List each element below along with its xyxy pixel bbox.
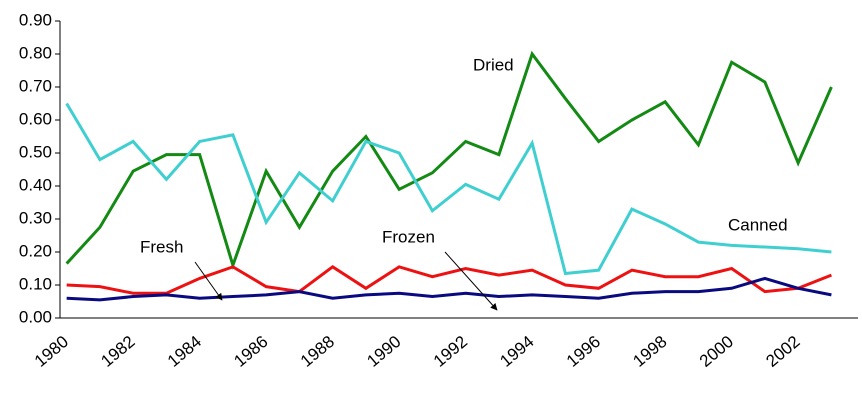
- x-tick-label: 1994: [496, 332, 537, 371]
- series-line: [65, 102, 832, 276]
- x-tick-label: 1996: [563, 332, 604, 371]
- y-tick-label: 0.40: [19, 175, 52, 194]
- y-tick-label: 0.20: [19, 241, 52, 260]
- y-tick-label: 0.30: [19, 208, 52, 227]
- y-tick-label: 0.10: [19, 274, 52, 293]
- annotation-arrow: [194, 261, 223, 301]
- x-tick-label: 1988: [297, 332, 338, 371]
- annotation-arrow: [444, 251, 498, 311]
- x-tick-label: 1984: [164, 332, 205, 371]
- y-tick-label: 0.80: [19, 43, 52, 62]
- y-tick-label: 0.90: [19, 10, 52, 29]
- series-line: [65, 50, 833, 271]
- x-tick-label: 1986: [230, 332, 271, 371]
- x-tick-label: 1992: [430, 332, 471, 371]
- x-tick-label: 2002: [762, 332, 803, 371]
- x-tick-label: 1982: [97, 332, 138, 371]
- x-tick-label: 1990: [363, 332, 404, 371]
- series-line: [66, 276, 832, 302]
- series-label: Fresh: [140, 237, 183, 256]
- x-tick-label: 1980: [31, 332, 72, 371]
- series-label: Dried: [473, 55, 514, 74]
- series-label: Frozen: [382, 227, 435, 246]
- y-tick-label: 0.50: [19, 142, 52, 161]
- x-tick-label: 1998: [629, 332, 670, 371]
- x-tick-label: 2000: [696, 332, 737, 371]
- series-line: [66, 265, 832, 295]
- series-label: Canned: [728, 215, 788, 234]
- y-tick-label: 0.60: [19, 109, 52, 128]
- y-tick-label: 0.70: [19, 76, 52, 95]
- y-tick-label: 0.00: [19, 307, 52, 326]
